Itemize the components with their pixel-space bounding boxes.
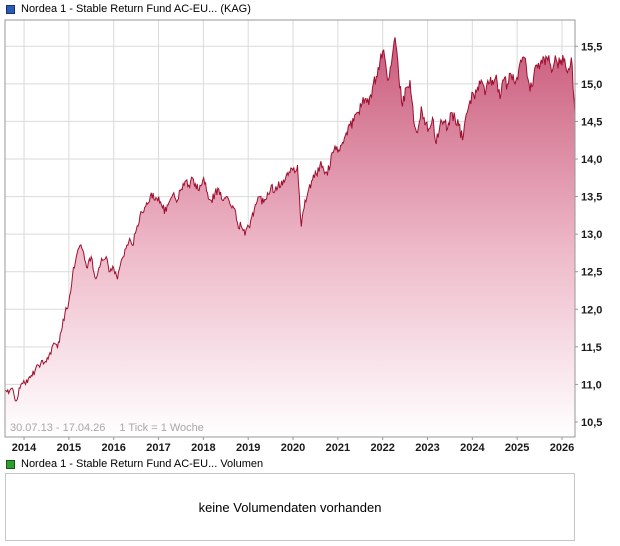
price-chart: 2014 2015 2016 2017 2018 2019 2020 2021 2022 2023… <box>4 19 602 454</box>
x-axis-label: 2026 <box>550 442 574 454</box>
x-axis-label: 2020 <box>281 442 305 454</box>
x-axis-label: 2022 <box>370 442 394 454</box>
price-area-fill <box>5 37 575 438</box>
date-range-note: 30.07.13 - 17.04.26 1 Tick = 1 Woche <box>10 422 204 434</box>
volume-panel: keine Volumendaten vorhanden <box>5 473 575 541</box>
y-axis-label: 11,0 <box>581 379 602 391</box>
x-axis-label: 2025 <box>505 442 529 454</box>
x-axis-label: 2019 <box>236 442 260 454</box>
y-axis-label: 13,0 <box>581 229 602 241</box>
x-axis-label: 2023 <box>415 442 439 454</box>
price-legend-label: Nordea 1 - Stable Return Fund AC-EU... (… <box>21 3 251 15</box>
y-axis-label: 14,0 <box>581 154 602 166</box>
volume-empty-message: keine Volumendaten vorhanden <box>198 499 382 515</box>
x-axis-label: 2016 <box>101 442 125 454</box>
x-axis-label: 2024 <box>460 442 485 454</box>
y-axis-label: 15,0 <box>581 79 602 91</box>
y-axis-label: 12,5 <box>581 267 602 279</box>
y-axis-label: 13,5 <box>581 192 602 204</box>
x-axis-label: 2021 <box>326 442 350 454</box>
y-axis-label: 14,5 <box>581 116 602 128</box>
x-axis-label: 2015 <box>57 442 81 454</box>
y-axis-label: 15,5 <box>581 41 602 53</box>
volume-legend-label: Nordea 1 - Stable Return Fund AC-EU... V… <box>21 458 264 470</box>
price-series-marker-icon <box>6 4 15 14</box>
plot-border <box>4 19 576 438</box>
x-axis-label: 2018 <box>191 442 215 454</box>
y-axis-label: 12,0 <box>581 304 602 316</box>
y-axis-label: 10,5 <box>581 417 602 429</box>
x-axis-label: 2017 <box>146 442 170 454</box>
x-axis-label: 2014 <box>12 442 37 454</box>
price-line <box>4 37 576 402</box>
volume-series-marker-icon <box>6 459 15 469</box>
volume-legend: Nordea 1 - Stable Return Fund AC-EU... V… <box>6 458 263 470</box>
y-axis-label: 11,5 <box>581 342 602 354</box>
price-legend: Nordea 1 - Stable Return Fund AC-EU... (… <box>6 3 251 15</box>
